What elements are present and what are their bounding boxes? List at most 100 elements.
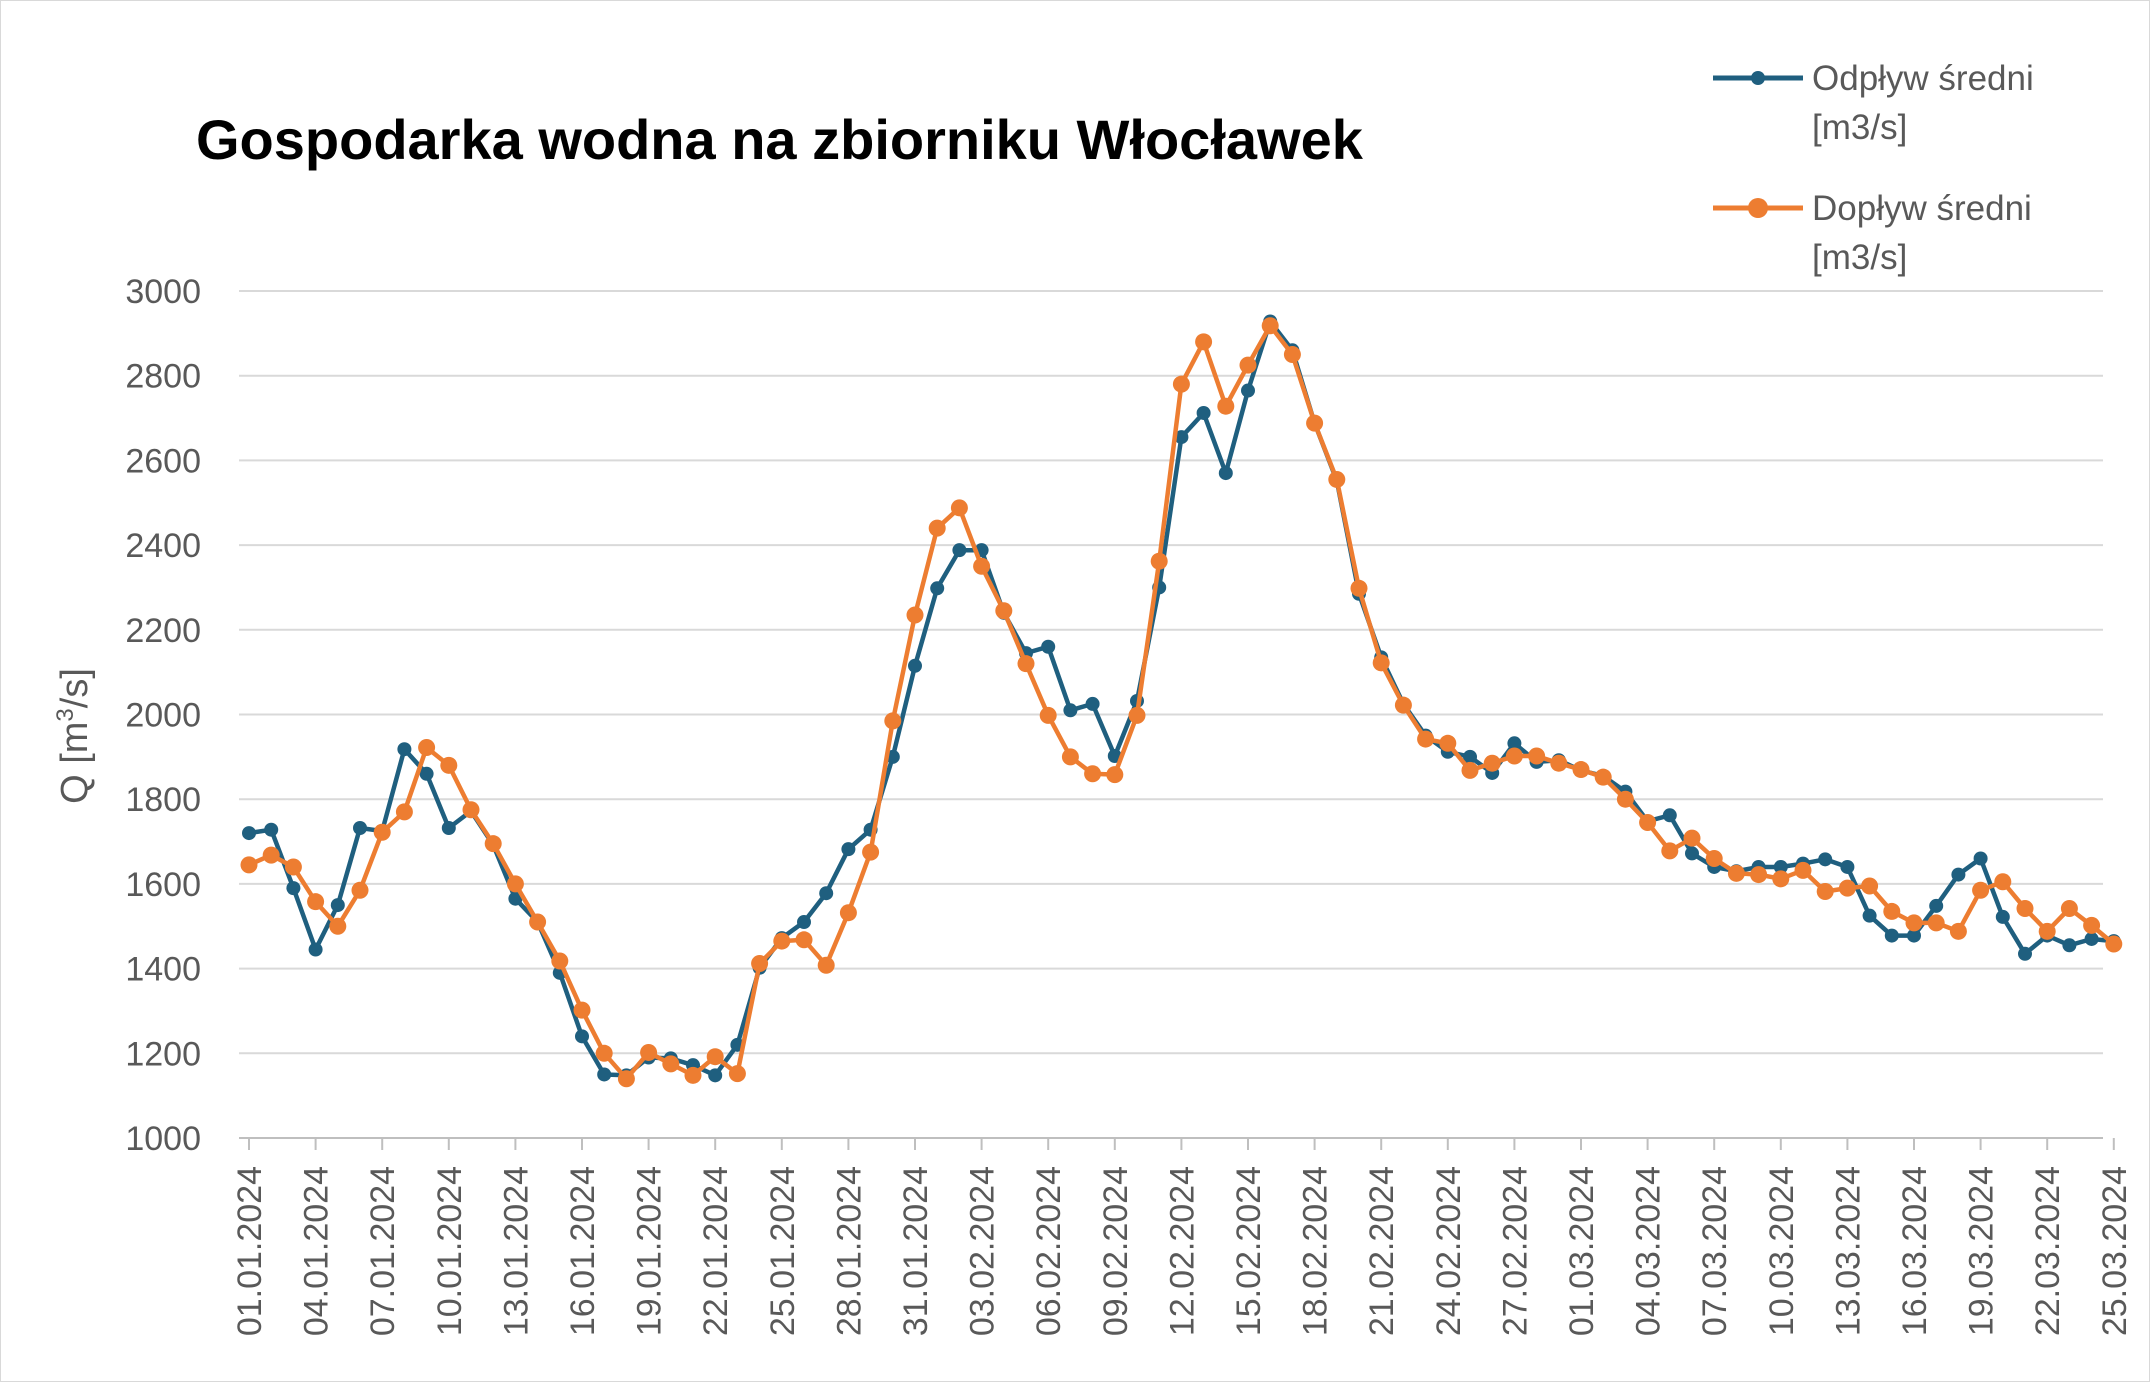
data-point-odplyw [1773,859,1788,874]
data-point-odplyw [1818,852,1833,867]
x-tick-label: 21.02.2024 [1363,1166,1401,1336]
data-point-odplyw [264,822,279,837]
data-point-doplyw [706,1048,724,1066]
data-point-odplyw [908,658,922,673]
legend-label-doplyw-unit: [m3/s] [1812,238,1907,277]
data-point-doplyw [928,519,946,537]
data-point-doplyw [1838,879,1856,897]
legend: Odpływ średni [m3/s] Dopływ średni [m3/s… [1713,59,2034,277]
y-axis-title-superscript: 3 [52,708,79,721]
data-point-doplyw [1661,842,1679,860]
data-point-doplyw [862,843,880,861]
data-point-doplyw [307,893,325,911]
data-point-doplyw [1639,813,1657,831]
y-tick-label: 2400 [125,527,201,565]
x-tick-label: 01.01.2024 [231,1166,269,1336]
data-point-odplyw [1174,430,1189,445]
data-point-doplyw [1417,730,1435,748]
y-tick-label: 3000 [125,273,201,311]
data-point-doplyw [1150,552,1168,570]
x-tick-label: 13.03.2024 [1829,1166,1867,1336]
data-point-odplyw [1662,808,1677,823]
x-tick-label: 19.03.2024 [1963,1166,2001,1336]
gridlines [239,290,2103,1139]
data-point-doplyw [884,712,902,730]
data-point-odplyw [1507,736,1522,751]
data-point-doplyw [262,846,280,864]
data-point-doplyw [1283,346,1301,364]
data-point-doplyw [240,856,258,874]
x-tick-label: 24.02.2024 [1430,1166,1468,1336]
data-point-doplyw [529,913,547,931]
y-tick-label: 1200 [125,1035,201,1073]
data-point-odplyw [1218,466,1233,481]
data-point-doplyw [2105,935,2123,953]
data-point-doplyw [1883,902,1901,920]
x-tick-label: 19.01.2024 [631,1166,669,1336]
data-point-doplyw [1372,654,1390,672]
data-point-doplyw [1195,333,1213,351]
y-tick-label: 2800 [125,358,201,396]
y-tick-label: 1000 [125,1120,201,1158]
data-point-doplyw [2083,916,2101,934]
data-point-doplyw [1128,706,1146,724]
data-point-doplyw [395,803,413,821]
data-point-doplyw [839,904,857,922]
data-point-odplyw [708,1068,723,1083]
legend-label-odplyw-unit: [m3/s] [1812,108,1907,147]
data-point-doplyw [1039,706,1057,724]
data-point-doplyw [284,858,302,876]
data-point-doplyw [2038,922,2056,940]
x-tick-label: 03.02.2024 [964,1166,1002,1336]
x-tick-label: 25.03.2024 [2096,1166,2134,1336]
data-point-odplyw [1241,383,1255,398]
data-point-doplyw [484,835,502,853]
y-axis-title-rest: /s] [54,668,96,708]
x-tick-label: 04.03.2024 [1630,1166,1668,1336]
y-tick-label: 2200 [125,612,201,650]
x-tick-label: 22.01.2024 [697,1166,735,1336]
data-point-doplyw [1772,870,1790,888]
x-tick-label: 22.03.2024 [2029,1166,2067,1336]
data-point-doplyw [418,739,436,757]
data-point-odplyw [797,915,811,930]
data-point-doplyw [1816,883,1834,901]
data-point-doplyw [1217,397,1235,415]
y-tick-label: 1400 [125,951,201,989]
x-tick-label: 31.01.2024 [897,1166,935,1336]
y-tick-label: 1800 [125,781,201,819]
data-point-doplyw [817,956,835,974]
x-axis-tick-labels: 01.01.2024 04.01.2024 07.01.2024 10.01.2024… [231,1138,2134,1336]
data-point-odplyw [841,842,856,857]
data-point-doplyw [1994,873,2012,891]
data-point-doplyw [1905,914,1923,932]
data-point-doplyw [573,1001,591,1019]
y-tick-label: 1600 [125,866,201,904]
data-point-odplyw [1995,909,2010,924]
data-point-doplyw [1572,761,1590,779]
data-point-odplyw [1951,867,1966,882]
legend-item-doplyw: Dopływ średni [m3/s] [1713,189,2032,277]
x-tick-label: 07.01.2024 [364,1166,402,1336]
legend-label-odplyw: Odpływ średni [1812,59,2034,98]
data-point-doplyw [1972,881,1990,899]
data-point-doplyw [795,931,813,949]
series-odplyw [242,314,2121,1083]
data-point-doplyw [440,756,458,774]
x-tick-label: 12.02.2024 [1163,1166,1201,1336]
data-point-doplyw [1017,655,1035,673]
data-point-odplyw [2018,946,2032,961]
data-point-odplyw [1685,846,1699,861]
data-point-doplyw [662,1055,680,1073]
data-point-doplyw [1949,922,1967,940]
data-point-doplyw [684,1066,702,1084]
x-tick-label: 09.02.2024 [1097,1166,1135,1336]
data-point-odplyw [1973,851,1988,866]
data-point-doplyw [2060,899,2078,917]
data-point-doplyw [1683,829,1701,847]
data-point-doplyw [1750,866,1768,884]
data-point-odplyw [575,1029,589,1044]
data-point-odplyw [2084,931,2099,946]
legend-swatch-doplyw-marker [1748,198,1768,218]
